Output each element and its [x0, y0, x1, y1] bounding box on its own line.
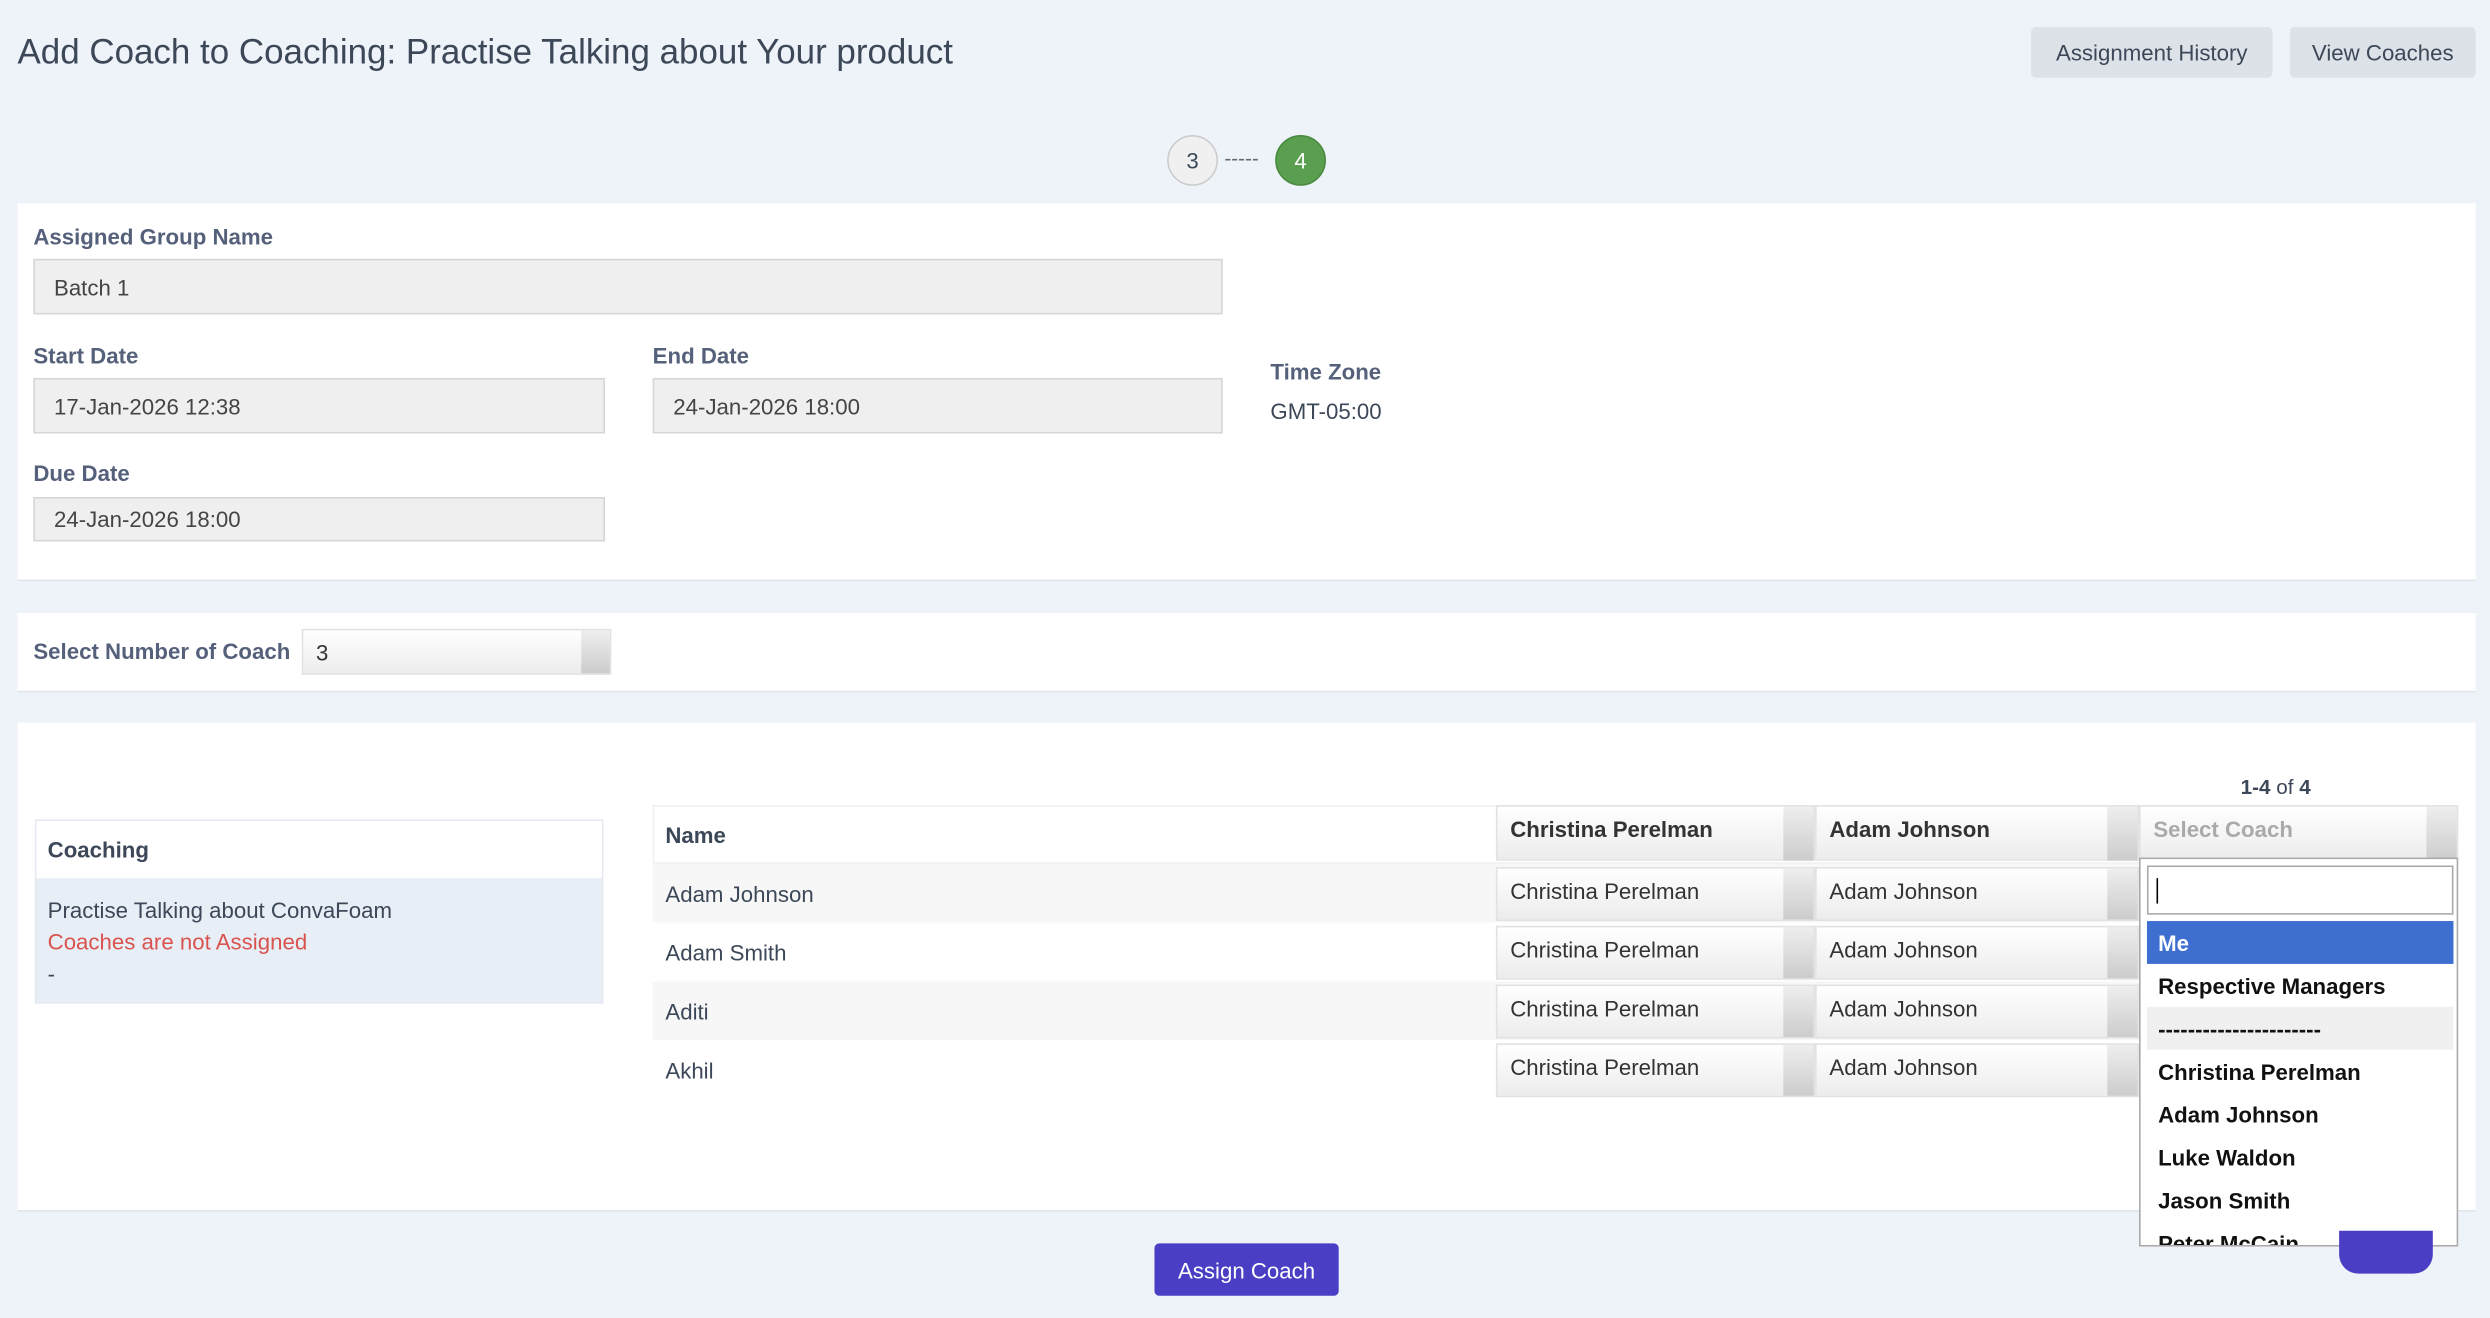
coaching-item[interactable]: Practise Talking about ConvaFoam [47, 897, 393, 923]
label: Time Zone [1270, 358, 1382, 385]
label: End Date [652, 343, 750, 369]
column-select[interactable]: Select Coach [2139, 805, 2459, 861]
coach-select[interactable]: Adam Johnson [1815, 925, 2140, 980]
select-arrow [581, 630, 610, 674]
dropdown-option[interactable]: Luke Waldon [2158, 1144, 2296, 1170]
label: Select Number of Coach [33, 638, 291, 664]
select-arrow [2426, 806, 2457, 861]
search-input[interactable] [2146, 865, 2454, 915]
label: Assigned Group Name [33, 223, 274, 250]
coach-select[interactable]: Christina Perelman [1495, 925, 1816, 980]
coach-select[interactable]: Christina Perelman [1495, 867, 1816, 922]
dropdown-option[interactable]: Peter McCain [2158, 1229, 2299, 1247]
column-select[interactable]: Christina Perelman [1495, 805, 1816, 861]
select-arrow [1783, 986, 1814, 1037]
select-arrow [1783, 868, 1814, 920]
due-input[interactable]: 24-Jan-2026 18:00 [33, 497, 606, 542]
coach-select[interactable]: Christina Perelman [1495, 1043, 1816, 1098]
range: 1-4 [2240, 774, 2271, 799]
step[interactable]: 3 [1167, 134, 1218, 186]
column-select[interactable]: Adam Johnson [1815, 805, 2140, 861]
select-arrow [2107, 1044, 2138, 1096]
coach-select[interactable]: Adam Johnson [1815, 867, 2140, 922]
assign-button[interactable]: Assign Coach [1154, 1243, 1339, 1296]
row-name: Aditi [665, 998, 709, 1024]
page-title: Add Coach to Coaching: Practise Talking … [17, 31, 953, 72]
group-input[interactable]: Batch 1 [33, 258, 1223, 315]
dropdown-option[interactable]: Adam Johnson [2158, 1101, 2319, 1127]
count-select[interactable]: 3 [301, 628, 612, 675]
dropdown-option[interactable]: Me [2146, 921, 2454, 964]
column-header: Name [665, 821, 726, 848]
pagination: 1-4 of 4 [2241, 775, 2311, 799]
select-arrow [1783, 1044, 1814, 1096]
of: of [2276, 774, 2294, 799]
label: Start Date [33, 343, 139, 369]
timezone: GMT-05:00 [1270, 398, 1382, 424]
select-arrow [2107, 806, 2138, 861]
coach-select[interactable]: Adam Johnson [1815, 1043, 2140, 1098]
coaching-heading: Coaching [36, 820, 602, 879]
dropdown-option[interactable]: Respective Managers [2158, 972, 2386, 999]
view-coaches-button[interactable]: View Coaches [2289, 26, 2476, 78]
end-input[interactable]: 24-Jan-2026 18:00 [652, 377, 1223, 434]
select-arrow [1783, 927, 1814, 979]
row-name: Adam Johnson [665, 880, 814, 906]
select-arrow [2107, 986, 2138, 1037]
row-name: Akhil [665, 1056, 714, 1083]
dropdown-option[interactable]: ---------------------- [2146, 1006, 2454, 1050]
history-button[interactable]: Assignment History [2031, 26, 2273, 78]
coach-select[interactable]: Adam Johnson [1815, 984, 2140, 1039]
row-name: Adam Smith [665, 939, 787, 965]
dropdown: Me Respective Managers -------------------… [2139, 857, 2459, 1247]
label: Due Date [33, 460, 130, 486]
coaching-dash: - [47, 960, 56, 987]
chat-button[interactable] [2339, 1230, 2433, 1274]
step-active[interactable]: 4 [1275, 134, 1326, 186]
total: 4 [2299, 774, 2311, 799]
coaching-status: Coaches are not Assigned [47, 928, 308, 955]
start-input[interactable]: 17-Jan-2026 12:38 [33, 377, 606, 434]
coach-select[interactable]: Christina Perelman [1495, 984, 1816, 1039]
select-arrow [1783, 806, 1814, 861]
select-arrow [2107, 927, 2138, 979]
dropdown-option[interactable]: Jason Smith [2158, 1187, 2291, 1213]
dropdown-option[interactable]: Christina Perelman [2158, 1058, 2361, 1084]
step-connector: ----- [1224, 146, 1259, 170]
select-arrow [2107, 868, 2138, 920]
